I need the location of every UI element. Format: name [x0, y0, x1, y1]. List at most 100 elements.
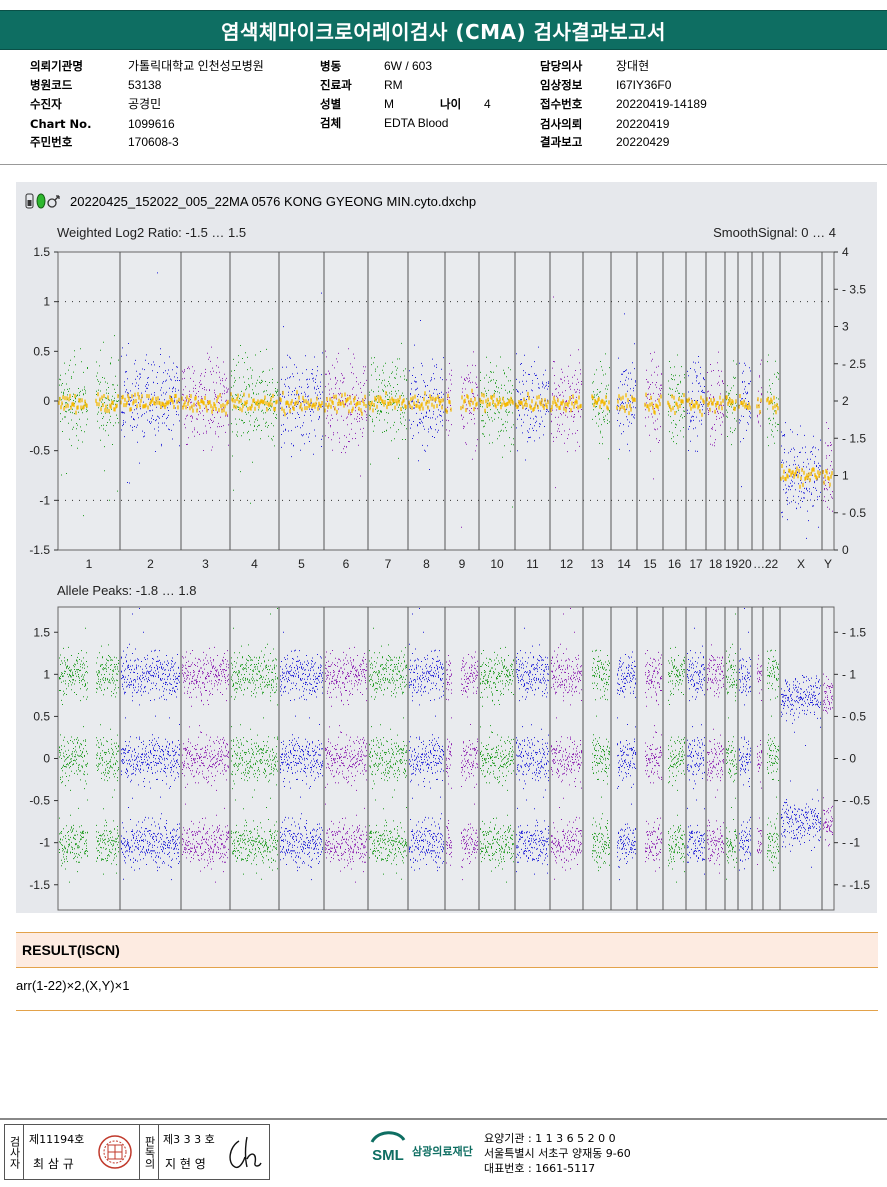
- col3-value-2: 20220419-14189: [616, 97, 707, 111]
- col2-label-3: 검체: [320, 116, 342, 130]
- col1-label-3: Chart No.: [30, 117, 92, 131]
- allele-tick-label-left: 0: [43, 752, 50, 766]
- approver-signature-icon: [229, 1136, 262, 1169]
- col3-label-3: 검사의뢰: [540, 117, 583, 131]
- allele-points: [739, 608, 751, 871]
- chromosome-8-allele: [409, 608, 444, 872]
- allele-tick-label-right: - 0: [842, 752, 856, 766]
- smooth-signal: [725, 395, 737, 411]
- ratio-points: [767, 354, 779, 447]
- smooth-signal: [822, 469, 833, 487]
- allele-points: [325, 646, 367, 883]
- org-address-line: 서울특별시 서초구 양재동 9-60: [484, 1147, 631, 1160]
- col3-label-1: 임상정보: [540, 78, 583, 92]
- chromosome-label-11: 11: [526, 557, 539, 571]
- ratio-points: [480, 356, 514, 508]
- allele-tick-label-left: 1.5: [33, 625, 50, 639]
- allele-tick-label-left: -1.5: [29, 878, 50, 892]
- org-address: 요양기관 : 1 1 3 6 5 2 0 0 서울특별시 서초구 양재동 9-6…: [484, 1131, 631, 1176]
- allele-points: [480, 646, 514, 883]
- chromosome-17-ratio: [686, 356, 705, 452]
- ratio-tick-label: 1.5: [33, 245, 50, 259]
- report-title: 염색체마이크로어레이검사 (CMA) 검사결과보고서: [0, 10, 887, 50]
- chromosome-label-18: 18: [709, 557, 723, 571]
- smooth-signal: [550, 394, 582, 413]
- chromosome-10-allele: [480, 646, 514, 883]
- ratio-tick-label: -1: [39, 493, 50, 507]
- chromosome-Y-allele: [823, 673, 833, 847]
- chromosome-19-ratio: [725, 360, 737, 446]
- chromosome-1-ratio: [58, 335, 119, 517]
- allele-tick-label-right: - 0.5: [842, 709, 866, 723]
- chromosome-6-allele: [325, 646, 367, 883]
- smooth-signal: [181, 393, 229, 416]
- allele-tick-label-right: - -1: [842, 836, 860, 850]
- sample-status-icon: [25, 193, 60, 209]
- smooth-signal: [616, 393, 636, 416]
- ratio-tick-label: 0: [43, 394, 50, 408]
- chromosome-21-allele: [757, 654, 762, 865]
- col2-value-1: RM: [384, 78, 403, 92]
- smooth-signal: [279, 390, 323, 417]
- chromosome-15-ratio: [644, 351, 662, 480]
- chromosome-10-ratio: [479, 356, 514, 508]
- col2-value-0: 6W / 603: [384, 59, 433, 73]
- col2-label-1: 진료과: [320, 78, 352, 92]
- ratio-points: [781, 422, 821, 539]
- chromosome-label-4: 4: [251, 557, 258, 571]
- allele-points: [757, 654, 762, 865]
- smooth-tick-label: 4: [842, 245, 849, 259]
- smooth-signal: [756, 397, 762, 414]
- age-label: 나이: [440, 97, 462, 111]
- chromosome-13-ratio: [591, 353, 610, 460]
- ratio-points: [182, 346, 229, 451]
- allele-points: [592, 649, 610, 872]
- smooth-signal: [591, 394, 610, 411]
- allele-tick-label-left: -0.5: [29, 794, 50, 808]
- smooth-signal: [780, 464, 821, 489]
- col3-label-2: 접수번호: [540, 97, 583, 111]
- col2-label-2: 성별: [320, 97, 342, 111]
- chromosome-label-19: 19: [725, 557, 739, 571]
- ratio-points: [409, 320, 444, 470]
- smooth-signal: [706, 395, 724, 414]
- chromosome-label-2: 2: [147, 557, 154, 571]
- result-heading: RESULT(ISCN): [16, 932, 878, 968]
- chromosome-8-ratio: [408, 320, 444, 470]
- ratio-points: [551, 296, 582, 489]
- chromosome-label-20: 20: [738, 557, 752, 571]
- chromosome-label-8: 8: [423, 557, 430, 571]
- col3-label-4: 결과보고: [540, 135, 583, 149]
- col1-label-0: 의뢰기관명: [30, 59, 83, 73]
- chromosome-17-allele: [687, 627, 705, 875]
- file-header: 20220425_152022_005_22MA 0576 KONG GYEON…: [24, 191, 476, 211]
- smooth-plot-label: SmoothSignal: 0 … 4: [713, 225, 836, 240]
- chromosome-label-21: …: [753, 557, 765, 571]
- chromosome-label-6: 6: [343, 557, 350, 571]
- chromosome-12-ratio: [550, 296, 582, 489]
- allele-tick-label-left: -1: [39, 836, 50, 850]
- allele-points: [409, 608, 444, 872]
- chromosome-20-allele: [739, 608, 751, 871]
- col1-value-1: 53138: [128, 78, 162, 92]
- approver-role: 판독의: [139, 1125, 159, 1179]
- chromosome-13-allele: [592, 649, 610, 872]
- col3-value-3: 20220419: [616, 117, 670, 131]
- smooth-tick-label: 0: [842, 543, 849, 557]
- col1-value-3: 1099616: [128, 117, 175, 131]
- chromosome-5-allele: [280, 631, 323, 881]
- chromosome-21-ratio: [756, 359, 762, 427]
- smooth-signal: [515, 391, 549, 412]
- organization: SML 삼광의료재단: [368, 1128, 473, 1166]
- file-name: 20220425_152022_005_22MA 0576 KONG GYEON…: [70, 193, 477, 209]
- chromosome-label-3: 3: [202, 557, 209, 571]
- chromosome-3-allele: [182, 646, 229, 883]
- inspector-name: 최 삼 규: [33, 1157, 74, 1171]
- allele-points: [645, 650, 662, 872]
- allele-tick-label-right: - 1.5: [842, 625, 866, 639]
- ratio-tick-label: 1: [43, 295, 50, 309]
- col1-value-4: 170608-3: [128, 135, 179, 149]
- smooth-signal: [120, 392, 180, 412]
- chromosome-label-10: 10: [490, 557, 504, 571]
- chromosome-4-allele: [231, 608, 278, 880]
